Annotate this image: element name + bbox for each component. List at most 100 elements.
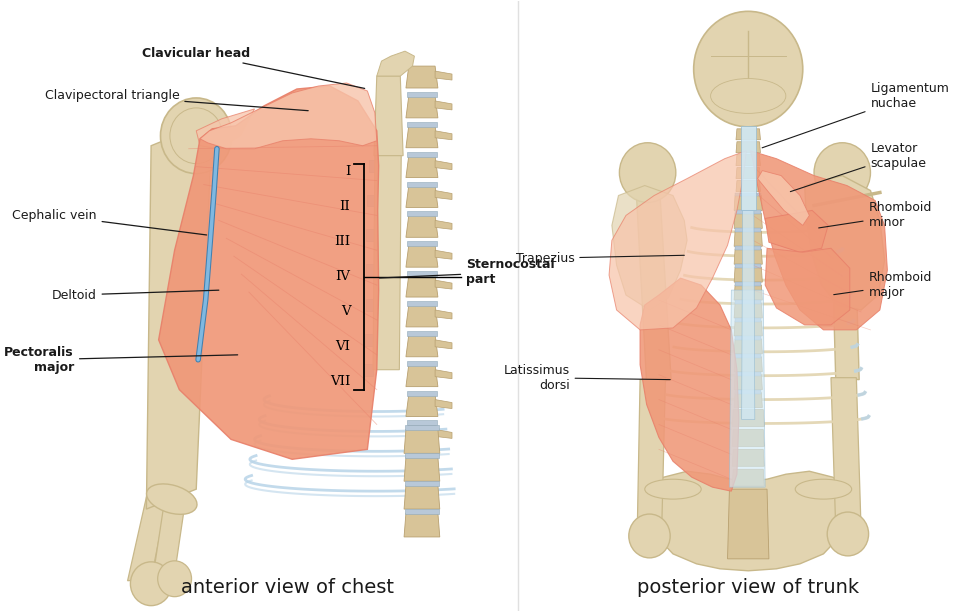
Polygon shape	[407, 360, 437, 366]
Circle shape	[814, 143, 870, 203]
Polygon shape	[369, 160, 378, 171]
Polygon shape	[435, 250, 452, 259]
Text: Latissimus
dorsi: Latissimus dorsi	[504, 364, 670, 392]
Polygon shape	[736, 142, 760, 153]
Polygon shape	[406, 275, 438, 297]
Polygon shape	[435, 340, 452, 349]
Polygon shape	[404, 457, 440, 481]
Polygon shape	[735, 246, 761, 250]
Polygon shape	[735, 300, 761, 304]
Polygon shape	[435, 370, 452, 379]
Text: II: II	[340, 200, 351, 213]
Polygon shape	[734, 214, 762, 228]
Text: Pectoralis
major: Pectoralis major	[4, 346, 238, 374]
Polygon shape	[406, 96, 438, 118]
Polygon shape	[612, 185, 687, 310]
Polygon shape	[407, 152, 437, 157]
Ellipse shape	[710, 78, 786, 113]
Text: posterior view of trunk: posterior view of trunk	[637, 578, 859, 597]
Polygon shape	[732, 409, 764, 427]
Polygon shape	[406, 395, 438, 417]
Polygon shape	[741, 126, 756, 211]
Text: V: V	[341, 305, 351, 318]
Polygon shape	[374, 76, 403, 155]
Text: VI: VI	[335, 340, 351, 353]
Polygon shape	[435, 101, 452, 110]
Polygon shape	[830, 176, 859, 379]
Circle shape	[170, 108, 222, 163]
Polygon shape	[159, 86, 378, 459]
Text: Deltoid: Deltoid	[52, 288, 219, 302]
Polygon shape	[805, 176, 885, 310]
Polygon shape	[736, 155, 760, 166]
Polygon shape	[406, 425, 438, 446]
Polygon shape	[831, 378, 861, 529]
Text: Clavipectoral triangle: Clavipectoral triangle	[44, 89, 308, 111]
Polygon shape	[406, 126, 438, 147]
Polygon shape	[407, 211, 437, 217]
Polygon shape	[742, 211, 755, 419]
Polygon shape	[435, 430, 452, 438]
Polygon shape	[405, 509, 439, 514]
Circle shape	[827, 512, 868, 556]
Polygon shape	[407, 92, 437, 97]
Circle shape	[130, 562, 172, 606]
Polygon shape	[736, 193, 760, 204]
Polygon shape	[373, 155, 401, 370]
Polygon shape	[734, 357, 762, 371]
Polygon shape	[406, 335, 438, 357]
Polygon shape	[407, 420, 437, 425]
Polygon shape	[732, 430, 764, 446]
Polygon shape	[365, 334, 374, 346]
Polygon shape	[765, 248, 850, 325]
Text: anterior view of chest: anterior view of chest	[181, 578, 394, 597]
Polygon shape	[404, 430, 440, 453]
Polygon shape	[640, 471, 857, 571]
Polygon shape	[435, 161, 452, 170]
Text: Levator
scapulae: Levator scapulae	[790, 142, 926, 192]
Polygon shape	[637, 378, 665, 531]
Polygon shape	[406, 185, 438, 207]
Polygon shape	[735, 390, 761, 394]
Polygon shape	[635, 176, 671, 384]
Polygon shape	[734, 303, 762, 318]
Polygon shape	[200, 83, 376, 149]
Polygon shape	[435, 71, 452, 80]
Polygon shape	[735, 193, 761, 196]
Polygon shape	[736, 168, 760, 179]
Text: Sternocostal
part: Sternocostal part	[379, 258, 555, 286]
Polygon shape	[435, 190, 452, 200]
Polygon shape	[435, 280, 452, 289]
Polygon shape	[368, 195, 376, 206]
Polygon shape	[735, 354, 761, 358]
Text: Trapezius: Trapezius	[515, 252, 684, 265]
Circle shape	[694, 12, 803, 127]
Polygon shape	[727, 489, 769, 559]
Polygon shape	[407, 390, 437, 395]
Circle shape	[619, 143, 676, 203]
Polygon shape	[407, 271, 437, 276]
Polygon shape	[405, 481, 439, 486]
Polygon shape	[734, 375, 762, 390]
Polygon shape	[734, 393, 762, 408]
Polygon shape	[407, 122, 437, 127]
Polygon shape	[153, 491, 187, 577]
Polygon shape	[435, 310, 452, 319]
Polygon shape	[435, 131, 452, 140]
Polygon shape	[736, 129, 760, 140]
Polygon shape	[366, 299, 375, 311]
Polygon shape	[609, 151, 747, 330]
Text: Rhomboid
major: Rhomboid major	[834, 271, 932, 299]
Polygon shape	[407, 331, 437, 336]
Polygon shape	[729, 290, 765, 487]
Polygon shape	[406, 245, 438, 267]
Polygon shape	[734, 285, 762, 300]
Polygon shape	[404, 485, 440, 509]
Polygon shape	[735, 228, 761, 233]
Text: Ligamentum
nuchae: Ligamentum nuchae	[762, 82, 950, 148]
Text: Rhomboid
minor: Rhomboid minor	[818, 201, 932, 230]
Polygon shape	[765, 211, 828, 252]
Polygon shape	[146, 121, 213, 509]
Polygon shape	[407, 182, 437, 187]
Polygon shape	[735, 336, 761, 340]
